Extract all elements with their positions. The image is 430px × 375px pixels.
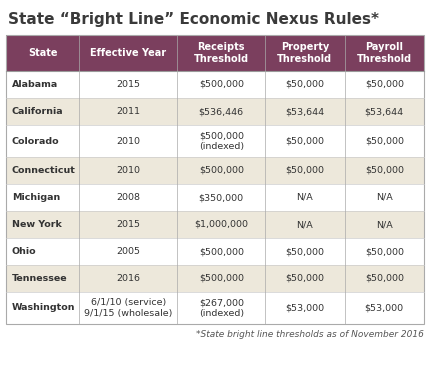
Text: $50,000: $50,000 (365, 247, 404, 256)
Text: Tennessee: Tennessee (12, 274, 68, 283)
Text: 2010: 2010 (116, 166, 140, 175)
Bar (6, 211, 424, 238)
Bar (6, 125, 424, 157)
Text: $50,000: $50,000 (286, 166, 324, 175)
Bar (6, 238, 424, 265)
Text: $50,000: $50,000 (365, 166, 404, 175)
Text: $536,446: $536,446 (199, 107, 244, 116)
Text: 2011: 2011 (116, 107, 140, 116)
Text: 2005: 2005 (116, 247, 140, 256)
Text: N/A: N/A (297, 193, 313, 202)
Text: Colorado: Colorado (12, 136, 60, 146)
Text: $500,000: $500,000 (199, 166, 244, 175)
Bar (6, 71, 424, 98)
Text: State “Bright Line” Economic Nexus Rules*: State “Bright Line” Economic Nexus Rules… (8, 12, 379, 27)
Text: $500,000
(indexed): $500,000 (indexed) (199, 131, 244, 151)
Text: Connecticut: Connecticut (12, 166, 76, 175)
Text: N/A: N/A (376, 220, 393, 229)
Text: N/A: N/A (376, 193, 393, 202)
Bar (6, 157, 424, 184)
Text: 2015: 2015 (116, 80, 140, 89)
Text: 2008: 2008 (116, 193, 140, 202)
Text: $53,000: $53,000 (365, 303, 404, 312)
Text: $1,000,000: $1,000,000 (194, 220, 248, 229)
Text: Payroll
Threshold: Payroll Threshold (357, 42, 412, 64)
Text: Michigan: Michigan (12, 193, 60, 202)
Text: 2010: 2010 (116, 136, 140, 146)
Text: $350,000: $350,000 (199, 193, 244, 202)
Text: $50,000: $50,000 (286, 274, 324, 283)
Bar (6, 184, 424, 211)
Text: 6/1/10 (service)
9/1/15 (wholesale): 6/1/10 (service) 9/1/15 (wholesale) (84, 298, 172, 318)
Text: Effective Year: Effective Year (90, 48, 166, 58)
Text: Property
Threshold: Property Threshold (277, 42, 332, 64)
Text: 2016: 2016 (116, 274, 140, 283)
Text: $50,000: $50,000 (286, 80, 324, 89)
Text: Ohio: Ohio (12, 247, 37, 256)
Text: Receipts
Threshold: Receipts Threshold (194, 42, 249, 64)
Text: *State bright line thresholds as of November 2016: *State bright line thresholds as of Nove… (196, 330, 424, 339)
Text: $53,644: $53,644 (286, 107, 324, 116)
Text: $53,000: $53,000 (286, 303, 324, 312)
Text: New York: New York (12, 220, 62, 229)
Text: $500,000: $500,000 (199, 274, 244, 283)
Text: $500,000: $500,000 (199, 247, 244, 256)
Text: N/A: N/A (297, 220, 313, 229)
Bar (6, 292, 424, 324)
Text: $500,000: $500,000 (199, 80, 244, 89)
Text: Washington: Washington (12, 303, 76, 312)
Text: $50,000: $50,000 (365, 136, 404, 146)
Text: 2015: 2015 (116, 220, 140, 229)
Text: Alabama: Alabama (12, 80, 58, 89)
Bar (6, 98, 424, 125)
Text: $267,000
(indexed): $267,000 (indexed) (199, 298, 244, 318)
Bar (6, 35, 424, 324)
Bar (6, 265, 424, 292)
Text: $50,000: $50,000 (365, 274, 404, 283)
Text: $50,000: $50,000 (286, 247, 324, 256)
Text: California: California (12, 107, 64, 116)
Text: $50,000: $50,000 (286, 136, 324, 146)
Text: $50,000: $50,000 (365, 80, 404, 89)
Text: State: State (28, 48, 57, 58)
Bar (6, 35, 424, 71)
Text: $53,644: $53,644 (365, 107, 404, 116)
